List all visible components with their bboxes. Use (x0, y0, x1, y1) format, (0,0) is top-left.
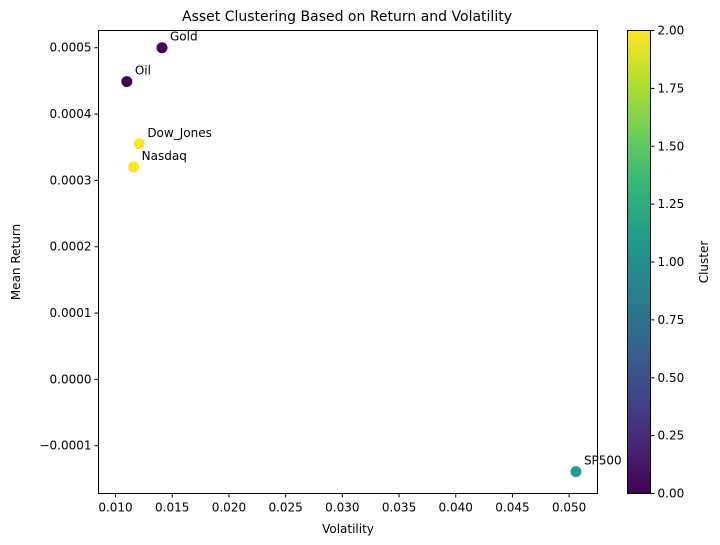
y-axis-ticks: −0.0001 0.0000 0.0001 0.0002 0.0003 0.0004 0.0… (39, 41, 99, 453)
colorbar-ticks: 0.00 0.25 0.50 0.75 1.00 1.25 1.50 1.75 2.00 (650, 24, 685, 501)
x-tick-label: 0.040 (439, 501, 473, 515)
data-point (121, 76, 133, 88)
x-tick-label: 0.045 (495, 501, 529, 515)
colorbar-title: Cluster (697, 241, 711, 284)
data-point (133, 138, 145, 150)
colorbar-tick-label: 0.75 (658, 313, 685, 327)
x-tick-label: 0.035 (382, 501, 416, 515)
point-label: SP500 (584, 454, 622, 468)
y-tick-label: 0.0000 (50, 372, 92, 386)
data-point (128, 161, 140, 173)
y-tick-label: 0.0003 (50, 173, 92, 187)
point-label: Dow_Jones (147, 126, 212, 140)
y-tick-label: 0.0004 (50, 107, 92, 121)
x-tick-label: 0.010 (98, 501, 132, 515)
plot-frame (98, 30, 598, 494)
colorbar-tick-label: 1.00 (658, 255, 685, 269)
y-tick-label: 0.0005 (50, 41, 92, 55)
x-tick-label: 0.020 (212, 501, 246, 515)
data-point (156, 42, 168, 54)
point-labels: Gold Oil Dow_Jones Nasdaq SP500 (135, 30, 622, 468)
chart-title: Asset Clustering Based on Return and Vol… (182, 9, 512, 25)
point-label: Nasdaq (142, 149, 187, 163)
colorbar-tick-label: 2.00 (658, 24, 685, 38)
y-tick-label: −0.0001 (39, 439, 91, 453)
data-point (570, 466, 582, 478)
y-axis-title: Mean Return (9, 224, 23, 300)
colorbar-tick-label: 0.00 (658, 487, 685, 501)
x-axis-title: Volatility (322, 522, 374, 536)
x-axis-ticks: 0.010 0.015 0.020 0.025 0.030 0.035 0.040 0.045… (98, 493, 586, 515)
y-tick-label: 0.0002 (50, 240, 92, 254)
x-tick-label: 0.030 (325, 501, 359, 515)
y-tick-label: 0.0001 (50, 306, 92, 320)
x-tick-label: 0.050 (552, 501, 586, 515)
data-points (121, 42, 582, 478)
colorbar (627, 30, 650, 493)
point-label: Gold (170, 30, 198, 44)
colorbar-tick-label: 1.75 (658, 81, 685, 95)
x-tick-label: 0.015 (155, 501, 189, 515)
x-tick-label: 0.025 (268, 501, 302, 515)
colorbar-tick-label: 0.25 (658, 429, 685, 443)
colorbar-tick-label: 0.50 (658, 371, 685, 385)
colorbar-tick-label: 1.50 (658, 139, 685, 153)
point-label: Oil (135, 64, 151, 78)
colorbar-tick-label: 1.25 (658, 197, 685, 211)
